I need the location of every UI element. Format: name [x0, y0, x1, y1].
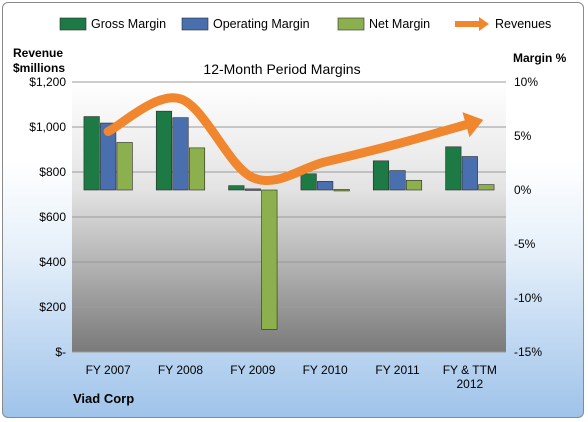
- legend-label: Gross Margin: [91, 17, 166, 31]
- bar-gross-margin: [228, 185, 245, 191]
- bar-operating-margin: [100, 122, 117, 191]
- company-label: Viad Corp: [73, 391, 134, 406]
- legend-label: Revenues: [495, 17, 551, 31]
- category-label: FY 2007: [86, 363, 131, 377]
- left-tick-label: $600: [39, 210, 66, 224]
- category-label: FY 2008: [158, 363, 203, 377]
- bar-net-margin: [261, 189, 278, 330]
- legend-swatch: [181, 17, 209, 31]
- right-axis-label: Margin %: [513, 51, 567, 65]
- chart-frame: $- $200 $400 $600 $800 $1,000 $1,200 -15% -10% -5…: [2, 2, 584, 418]
- legend-swatch: [337, 17, 365, 31]
- left-tick-label: $1,200: [29, 75, 66, 89]
- right-tick-label: -5%: [514, 237, 536, 251]
- left-tick-label: $1,000: [29, 120, 66, 134]
- bar-gross-margin: [83, 116, 100, 191]
- bar-net-margin: [333, 189, 350, 192]
- margins-chart: $- $200 $400 $600 $800 $1,000 $1,200 -15% -10% -5…: [13, 17, 567, 406]
- left-axis-label-line1: Revenue: [13, 46, 63, 60]
- bar-net-margin: [405, 179, 423, 191]
- category-label: 2012: [456, 377, 483, 391]
- legend-label: Net Margin: [369, 17, 430, 31]
- right-tick-label: 0%: [514, 183, 532, 197]
- bar-net-margin: [478, 184, 495, 191]
- bar-operating-margin: [461, 156, 478, 191]
- category-label: FY 2011: [375, 363, 420, 377]
- left-tick-label: $-: [55, 345, 66, 359]
- chart-title: 12-Month Period Margins: [203, 61, 360, 77]
- bar-operating-margin: [389, 170, 406, 191]
- legend-label: Operating Margin: [213, 17, 310, 31]
- right-tick-label: -10%: [514, 291, 542, 305]
- category-label: FY & TTM: [443, 363, 497, 377]
- bar-operating-margin: [244, 188, 261, 191]
- bar-net-margin: [188, 147, 206, 191]
- bar-gross-margin: [300, 173, 317, 191]
- category-label: FY 2009: [230, 363, 275, 377]
- bar-gross-margin: [372, 160, 390, 191]
- revenues-arrowhead: [462, 112, 484, 138]
- bar-operating-margin: [172, 117, 189, 191]
- bar-net-margin: [116, 142, 133, 191]
- bar-operating-margin: [317, 181, 334, 191]
- bar-gross-margin: [155, 110, 173, 191]
- right-tick-label: -15%: [514, 345, 542, 359]
- right-tick-label: 10%: [514, 75, 538, 89]
- legend-swatch: [59, 17, 87, 31]
- category-label: FY 2010: [303, 363, 348, 377]
- revenues-line: [103, 93, 475, 186]
- left-axis-label-line2: $millions: [13, 61, 65, 75]
- bar-gross-margin: [445, 146, 462, 191]
- left-tick-label: $200: [39, 300, 66, 314]
- left-tick-label: $400: [39, 255, 66, 269]
- legend-arrow-revenues: [479, 17, 489, 31]
- left-tick-label: $800: [39, 165, 66, 179]
- right-tick-label: 5%: [514, 129, 532, 143]
